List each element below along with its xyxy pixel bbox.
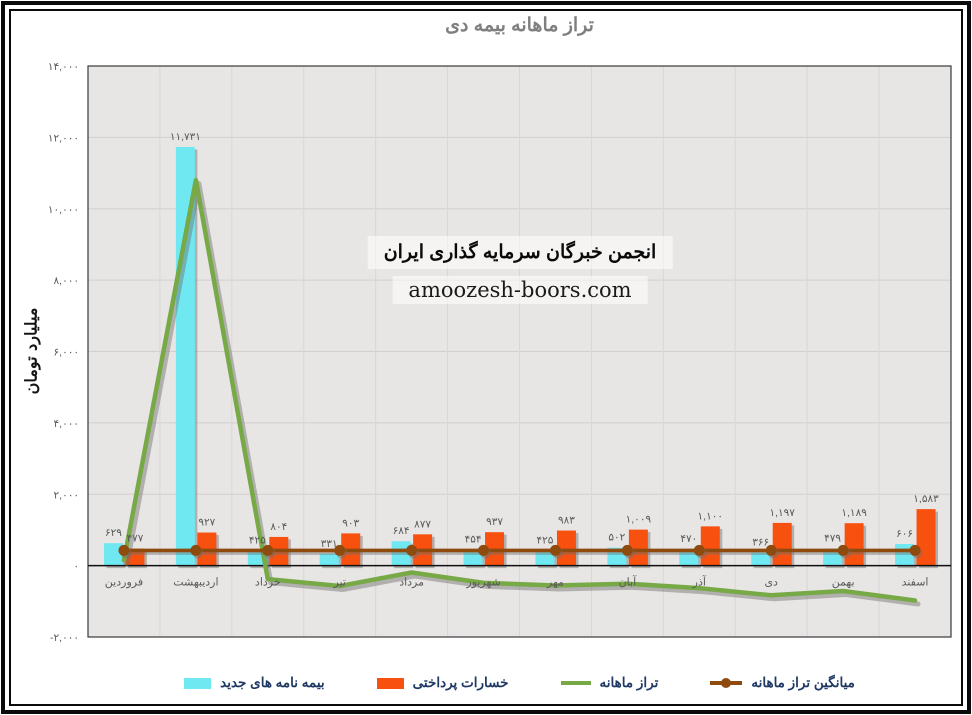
month-label: تیر: [332, 577, 345, 589]
value-label-paid-claims: ۸۰۴: [270, 521, 287, 533]
y-tick-label: -۲,۰۰۰: [50, 632, 79, 644]
watermark-org-name: انجمن خبرگان سرمایه گذاری ایران: [367, 236, 673, 269]
legend-label-new-policies: بیمه نامه های جدید: [220, 675, 325, 690]
average-marker: [118, 544, 130, 556]
month-label: دی: [764, 577, 778, 589]
value-label-paid-claims: ۴۷۷: [126, 533, 143, 545]
average-marker: [478, 544, 490, 556]
bar-paid-claims: [628, 529, 648, 566]
average-marker: [262, 544, 274, 556]
bar-new-policies: [535, 550, 555, 566]
average-marker: [621, 544, 633, 556]
average-marker: [549, 544, 561, 556]
value-label-new-policies: ۶۲۹: [105, 527, 122, 539]
month-label: اسفند: [902, 577, 929, 589]
y-tick-label: ۰: [73, 561, 79, 573]
bar-new-policies: [103, 543, 123, 566]
value-label-paid-claims: ۹۳۷: [486, 516, 503, 528]
value-label-paid-claims: ۱,۱۹۷: [769, 507, 795, 519]
month-label: مرداد: [399, 577, 424, 589]
value-label-new-policies: ۴۲۵: [249, 534, 266, 546]
bar-paid-claims: [916, 509, 936, 566]
month-label: آبان: [619, 576, 637, 589]
value-label-new-policies: ۴۲۵: [536, 534, 553, 546]
value-label-new-policies: ۴۵۴: [465, 533, 482, 545]
y-tick-label: ۸,۰۰۰: [54, 275, 79, 287]
average-marker: [190, 544, 202, 556]
y-tick-label: ۱۲,۰۰۰: [48, 132, 79, 144]
chart-title: تراز ماهانه بیمه دی: [445, 15, 594, 36]
bar-paid-claims: [844, 523, 864, 566]
value-label-paid-claims: ۱,۱۸۹: [841, 507, 867, 519]
legend-swatch-paid-claims: [376, 677, 404, 689]
y-tick-label: ۱۰,۰۰۰: [48, 204, 79, 216]
value-label-paid-claims: ۸۷۷: [414, 518, 431, 530]
y-tick-label: ۲,۰۰۰: [54, 489, 79, 501]
value-label-new-policies: ۶۰۶: [896, 528, 913, 540]
legend-label-paid-claims: خسارات پرداختی: [412, 675, 509, 690]
average-marker: [334, 544, 346, 556]
legend-swatch-monthly-balance: [560, 681, 591, 685]
bar-new-policies: [823, 548, 843, 566]
legend-swatch-average-balance: [710, 677, 743, 690]
month-label: فروردین: [105, 577, 143, 589]
legend-label-average-balance: میانگین تراز ماهانه: [751, 675, 855, 690]
month-label: بهمن: [832, 577, 855, 589]
average-marker: [765, 544, 777, 556]
y-tick-label: ۱۴,۰۰۰: [48, 61, 79, 73]
average-marker: [837, 544, 849, 556]
month-label: مهر: [546, 577, 564, 589]
y-tick-label: ۶,۰۰۰: [54, 347, 79, 359]
value-label-paid-claims: ۱,۰۰۹: [626, 514, 652, 526]
value-label-new-policies: ۱۱,۷۳۱: [170, 131, 201, 143]
bar-paid-claims: [772, 522, 792, 566]
monthly-balance-line: [121, 177, 918, 603]
plot-border: [87, 65, 952, 638]
value-label-paid-claims: ۹۲۷: [198, 517, 215, 529]
value-label-new-policies: ۳۳۱: [321, 538, 338, 550]
legend-item-average-balance: میانگین تراز ماهانه: [710, 675, 855, 691]
bar-paid-claims: [125, 548, 145, 566]
value-label-new-policies: ۴۷۰: [680, 533, 697, 545]
legend-item-monthly-balance: تراز ماهانه: [560, 675, 659, 691]
value-label-paid-claims: ۹۸۳: [558, 515, 575, 527]
bar-paid-claims: [556, 530, 576, 566]
value-label-paid-claims: ۱,۵۸۳: [913, 493, 939, 505]
value-label-new-policies: ۴۷۹: [824, 533, 841, 545]
bar-new-policies: [391, 541, 411, 566]
month-label: اردیبهشت: [173, 577, 218, 589]
legend-swatch-new-policies: [184, 677, 212, 689]
month-label: آذر: [692, 576, 707, 589]
average-marker: [909, 544, 921, 556]
value-label-new-policies: ۳۶۶: [752, 537, 769, 549]
average-marker: [693, 544, 705, 556]
monthly-balance-line-shadow: [124, 181, 921, 607]
value-label-new-policies: ۵۰۲: [608, 532, 625, 544]
value-label-paid-claims: ۱,۱۰۰: [698, 510, 723, 522]
legend-item-paid-claims: خسارات پرداختی: [376, 675, 509, 691]
bar-new-policies: [463, 549, 483, 566]
month-label: شهریور: [465, 577, 500, 589]
y-tick-label: ۴,۰۰۰: [54, 418, 79, 430]
value-label-new-policies: ۶۸۴: [393, 525, 410, 537]
bar-new-policies: [319, 553, 339, 566]
bar-new-policies: [751, 552, 771, 566]
legend: بیمه نامه های جدید خسارات پرداختی تراز م…: [88, 675, 951, 691]
legend-item-new-policies: بیمه نامه های جدید: [184, 675, 325, 691]
value-label-paid-claims: ۹۰۳: [342, 517, 359, 529]
legend-label-monthly-balance: تراز ماهانه: [599, 675, 659, 690]
average-marker: [406, 544, 418, 556]
watermark-website: amoozesh-boors.com: [392, 276, 648, 304]
bar-new-policies: [679, 548, 699, 566]
bar-paid-claims: [700, 526, 720, 566]
month-label: خرداد: [255, 577, 281, 589]
watermark: انجمن خبرگان سرمایه گذاری ایران amoozesh…: [367, 236, 673, 304]
